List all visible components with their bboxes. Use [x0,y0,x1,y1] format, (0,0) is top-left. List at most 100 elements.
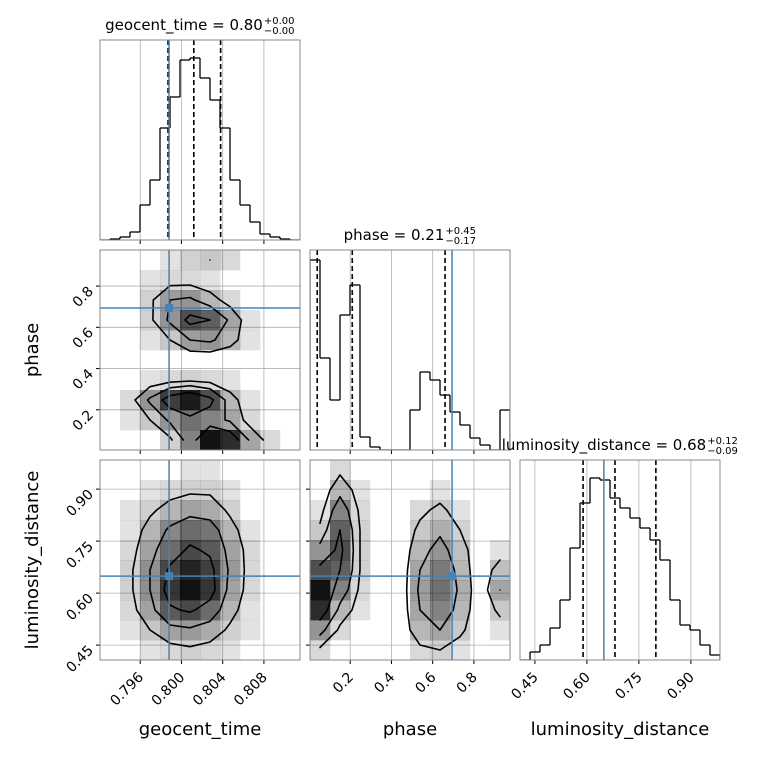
axes-frame [99,459,301,661]
density-cell [330,540,351,561]
density-cell [140,310,161,331]
density-cell [180,430,201,450]
y-tick-label: 0.90 [63,487,96,520]
density-cell [180,540,201,561]
title-lower: −0.09 [707,446,738,457]
truth-marker [448,572,457,581]
axes-frame [309,249,511,451]
panel-title: phase = 0.21 [344,226,445,244]
density-cell [200,460,221,481]
density-cell [350,600,371,621]
density-cell [200,270,221,291]
density-cell [220,640,241,660]
density-cell [160,540,181,561]
density-cell [140,480,161,501]
density-cell [490,600,510,621]
axes-frame [99,249,301,451]
density-cell [160,500,181,521]
title-lower: −0.00 [264,26,295,37]
plot-area [520,460,720,660]
contour [161,314,240,441]
panel: 0.45 0.60 0.75 0.90 luminosity_distance = 0.… [502,436,738,740]
density-cell [140,330,161,351]
y-tick-label: 0.8 [70,284,97,311]
density-cell [430,480,451,501]
density-cell [140,270,161,291]
panel: geocent_time = 0.80 +0.00−0.00 [99,16,301,244]
y-tick-label: 0.60 [63,591,96,624]
density-cell [200,480,221,501]
density-cell [160,410,181,431]
density-cell [200,640,221,660]
density-cell [180,390,201,411]
density-cell [240,310,261,331]
x-axis-label: geocent_time [139,719,262,740]
density-cell [200,540,221,561]
density-cell [120,410,141,431]
density-cell [310,620,331,641]
density-cell [240,540,261,561]
plot-area [310,460,510,660]
density-cell [160,370,181,391]
density-cell [200,560,221,581]
x-tick-label: 0.804 [190,669,230,709]
density-cell [220,620,241,641]
x-tick-label: 0.75 [612,670,645,703]
density-cell [200,290,221,311]
contour [319,495,501,636]
y-tick-label: 0.75 [63,539,96,572]
axes-frame [99,39,301,241]
density-cell [160,580,181,601]
density-cell [410,540,431,561]
axes-frame [519,459,721,661]
density-cell [200,600,221,621]
title-upper: +0.45 [445,226,476,237]
panel-title: luminosity_distance = 0.68 [502,436,706,455]
density-cell [430,560,451,581]
density-cell [310,500,331,521]
density-cell [180,560,201,581]
density-cell [140,600,161,621]
density-cell [180,460,201,481]
density-cell [220,370,241,391]
density-cell [160,480,181,501]
density-cell [180,250,201,271]
y-axis-label: phase [22,323,43,377]
contour [149,515,229,629]
panel: 0.2 0.4 0.6 0.8 phase [306,459,511,740]
density-cell [200,430,221,450]
density-cell [350,580,371,601]
x-tick-label: 0.90 [664,670,697,703]
density-cell [330,620,351,641]
density-cell [160,430,181,450]
density-cell [240,580,261,601]
density-cell [310,640,331,660]
density-cell [180,620,201,641]
density-cell [180,580,201,601]
density-cell [410,520,431,541]
density-cell [240,520,261,541]
density-cell [160,600,181,621]
density-cell [140,290,161,311]
density-cell [310,580,331,601]
x-tick-label: 0.800 [149,670,189,710]
density-cell [330,480,351,501]
density-cell [430,520,451,541]
density-cell [200,520,221,541]
panel: 0.796 0.800 0.804 0.808 0.45 0.60 0.75 0.90 geoc… [22,459,301,740]
density-cell [180,480,201,501]
density-cell [410,580,431,601]
truth-marker [165,303,174,312]
plot-area [100,460,300,660]
density-cell [330,460,351,481]
density-cell [240,410,261,431]
y-tick-label: 0.4 [70,366,97,393]
x-tick-label: 0.6 [412,669,439,696]
density-cell [240,430,261,450]
contour [319,474,501,651]
density-cell [160,520,181,541]
density-cell [220,580,241,601]
density-cell [120,620,141,641]
density-cell [240,330,261,351]
